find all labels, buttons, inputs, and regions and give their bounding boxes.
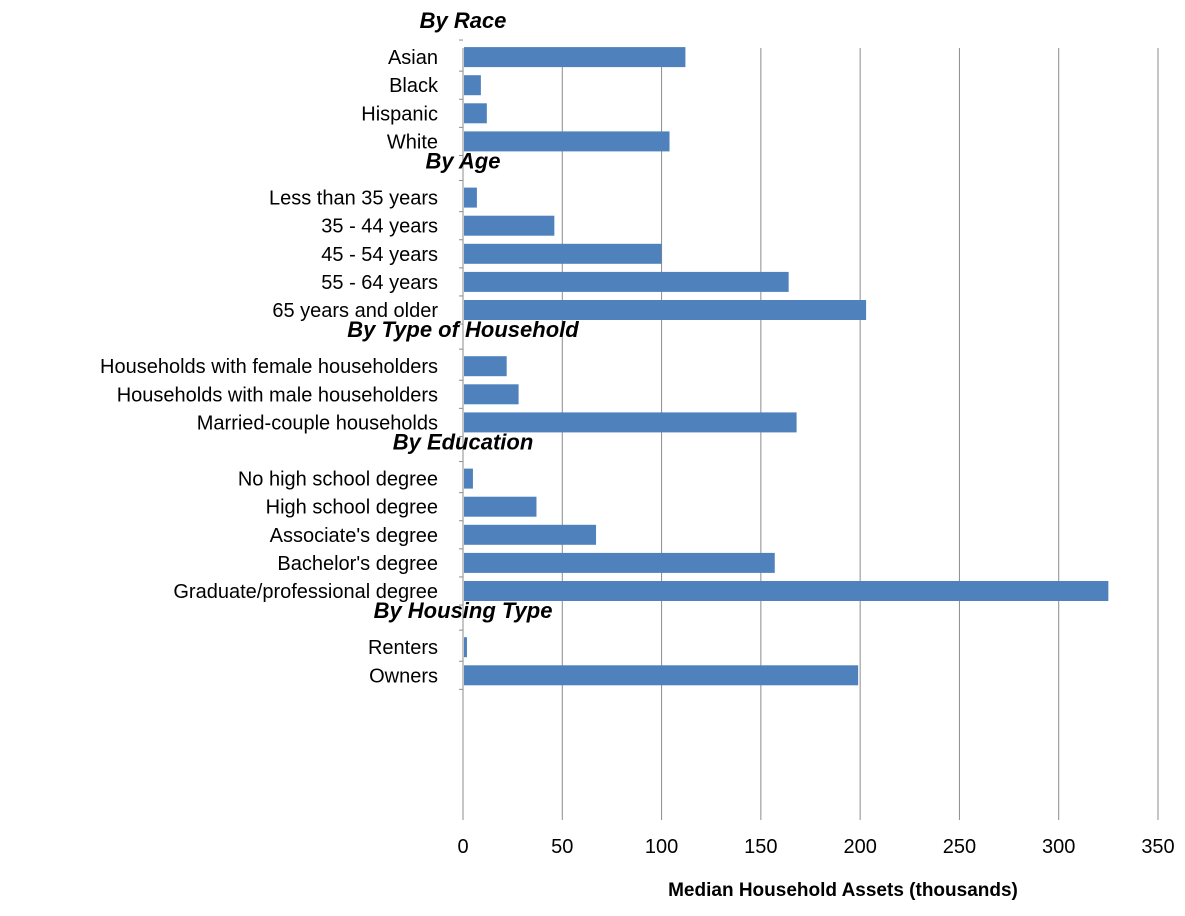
- labels: 0 50 100 150 200 250 300 350 By Race Asian Black Hi…: [100, 8, 1175, 858]
- category-label: 35 - 44 years: [321, 216, 438, 238]
- category-label: Bachelor's degree: [277, 553, 438, 575]
- group-label: By Education: [393, 430, 534, 455]
- category-label: Associate's degree: [270, 525, 438, 547]
- x-tick-label: 50: [551, 836, 573, 858]
- gridlines: [561, 48, 1159, 820]
- bar: [464, 468, 473, 489]
- bar: [464, 215, 555, 236]
- bar: [464, 103, 487, 124]
- x-axis-title: Median Household Assets (thousands): [668, 880, 1018, 901]
- bar: [464, 412, 797, 433]
- axes: [459, 39, 464, 820]
- category-label: Asian: [388, 47, 438, 69]
- category-label: Less than 35 years: [269, 188, 438, 210]
- category-label: Owners: [369, 665, 438, 687]
- bar: [464, 271, 789, 292]
- category-label: Graduate/professional degree: [173, 581, 438, 603]
- bar: [464, 496, 537, 517]
- category-label: 45 - 54 years: [321, 244, 438, 266]
- x-tick-label: 0: [457, 836, 468, 858]
- group-label: By Housing Type: [374, 598, 553, 623]
- bars: [464, 47, 1109, 686]
- category-label: Households with male householders: [117, 384, 438, 406]
- bar: [464, 356, 507, 377]
- category-label: Households with female householders: [100, 356, 438, 378]
- x-tick-label: 150: [744, 836, 777, 858]
- category-label: Black: [389, 75, 439, 97]
- x-tick-label: 350: [1141, 836, 1174, 858]
- category-label: White: [387, 131, 438, 153]
- bar: [464, 552, 775, 573]
- bar: [464, 243, 662, 264]
- x-tick-label: 250: [943, 836, 976, 858]
- category-label: 55 - 64 years: [321, 272, 438, 294]
- bar: [464, 47, 686, 68]
- bar: [464, 131, 670, 152]
- bar: [464, 637, 467, 658]
- bar: [464, 581, 1109, 601]
- category-label: Renters: [368, 637, 438, 659]
- x-tick-label: 300: [1042, 836, 1075, 858]
- x-tick-label: 200: [843, 836, 876, 858]
- category-label: No high school degree: [238, 469, 438, 491]
- bar: [464, 300, 867, 320]
- bar: [464, 524, 597, 545]
- bar: [464, 75, 481, 96]
- category-label: Hispanic: [361, 103, 438, 125]
- group-label: By Race: [420, 8, 507, 33]
- x-tick-label: 100: [645, 836, 678, 858]
- bar: [464, 665, 859, 686]
- category-label: 65 years and older: [272, 300, 438, 322]
- category-label: Married-couple households: [197, 412, 438, 434]
- group-label: By Type of Household: [347, 317, 579, 342]
- category-label: High school degree: [266, 497, 438, 519]
- bar: [464, 187, 477, 208]
- bar: [464, 384, 519, 405]
- group-label: By Age: [426, 149, 501, 174]
